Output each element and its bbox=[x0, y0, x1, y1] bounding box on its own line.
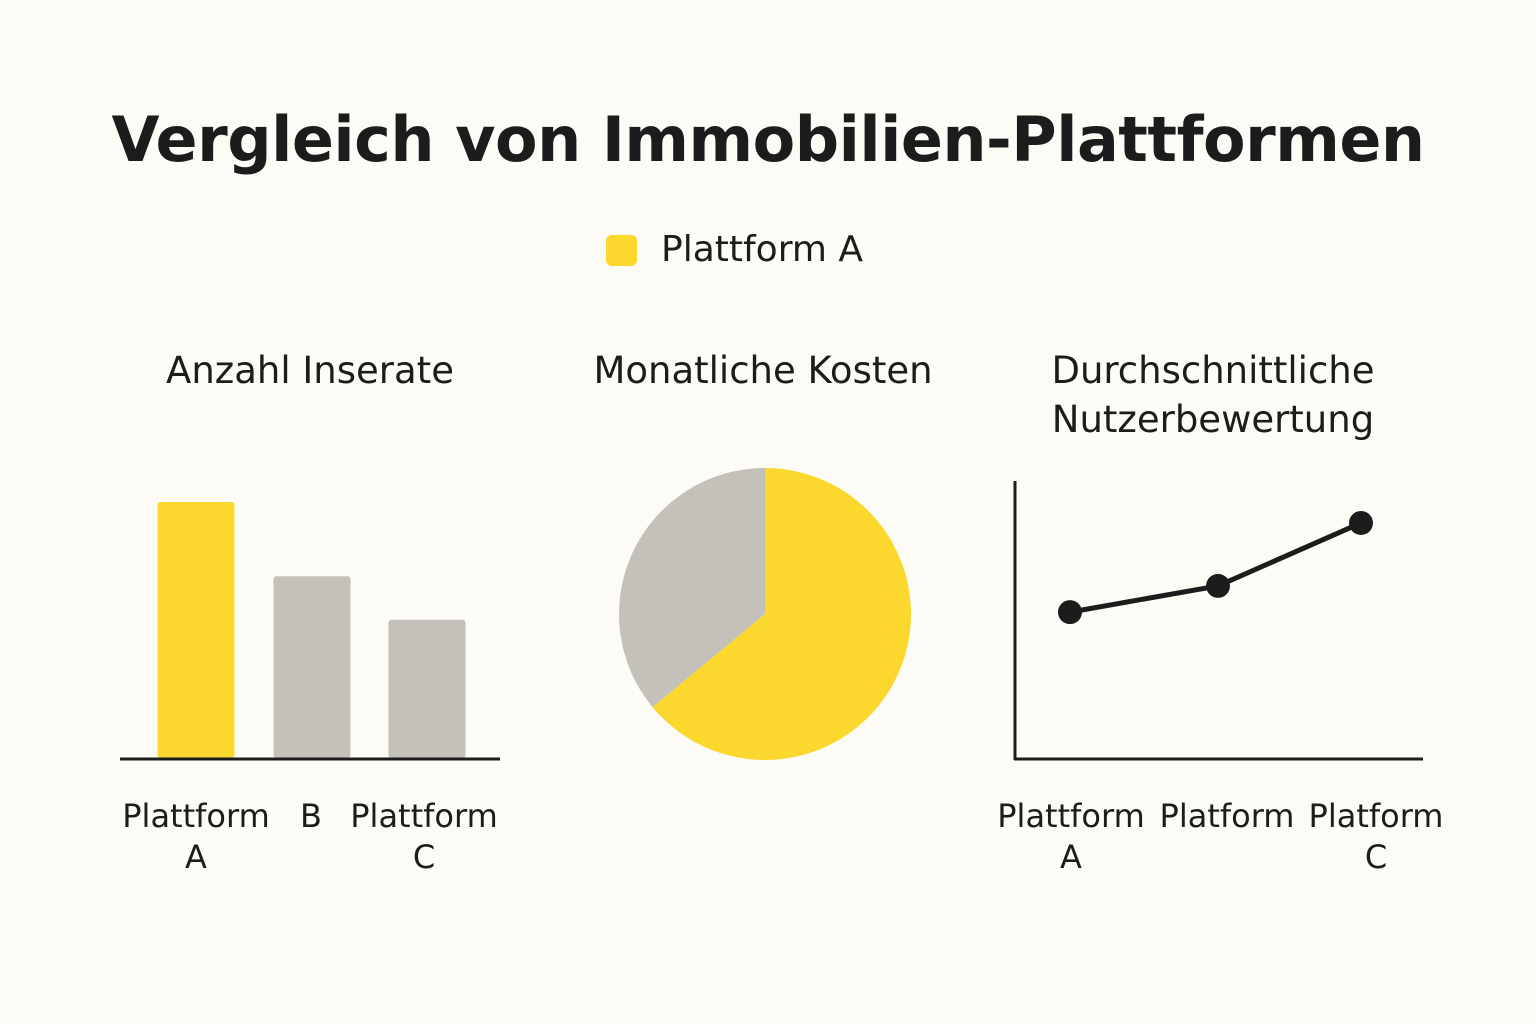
line-tick-label: Platform C bbox=[1308, 797, 1444, 876]
pie-slice-2 bbox=[618, 468, 765, 708]
bar-tick-label: B bbox=[300, 797, 322, 835]
bar-2 bbox=[273, 576, 351, 758]
line-tick-label: Plattform A bbox=[997, 797, 1145, 876]
line-series bbox=[1069, 520, 1363, 615]
legend-label: Plattform A bbox=[661, 229, 864, 270]
line-point-2 bbox=[1206, 573, 1230, 598]
line-point-3 bbox=[1349, 510, 1373, 535]
line-point-1 bbox=[1058, 600, 1082, 625]
chart-title: Vergleich von Immobilien-Plattformen bbox=[111, 103, 1425, 176]
legend: Plattform A bbox=[606, 226, 863, 274]
pie-chart-title: Monatliche Kosten bbox=[593, 349, 933, 392]
legend-swatch bbox=[606, 234, 637, 266]
bar-3 bbox=[388, 619, 466, 758]
bar-chart-title: Anzahl Inserate bbox=[166, 349, 454, 392]
bar-tick-label: Plattform C bbox=[350, 797, 498, 876]
bar-1 bbox=[157, 502, 235, 758]
pie-slice-1 bbox=[652, 468, 911, 760]
bar-tick-label: Plattform A bbox=[122, 797, 270, 876]
line-chart-title: Durchschnittliche Nutzerbewertung bbox=[1051, 349, 1375, 441]
line-tick-label: Platform bbox=[1159, 797, 1295, 835]
